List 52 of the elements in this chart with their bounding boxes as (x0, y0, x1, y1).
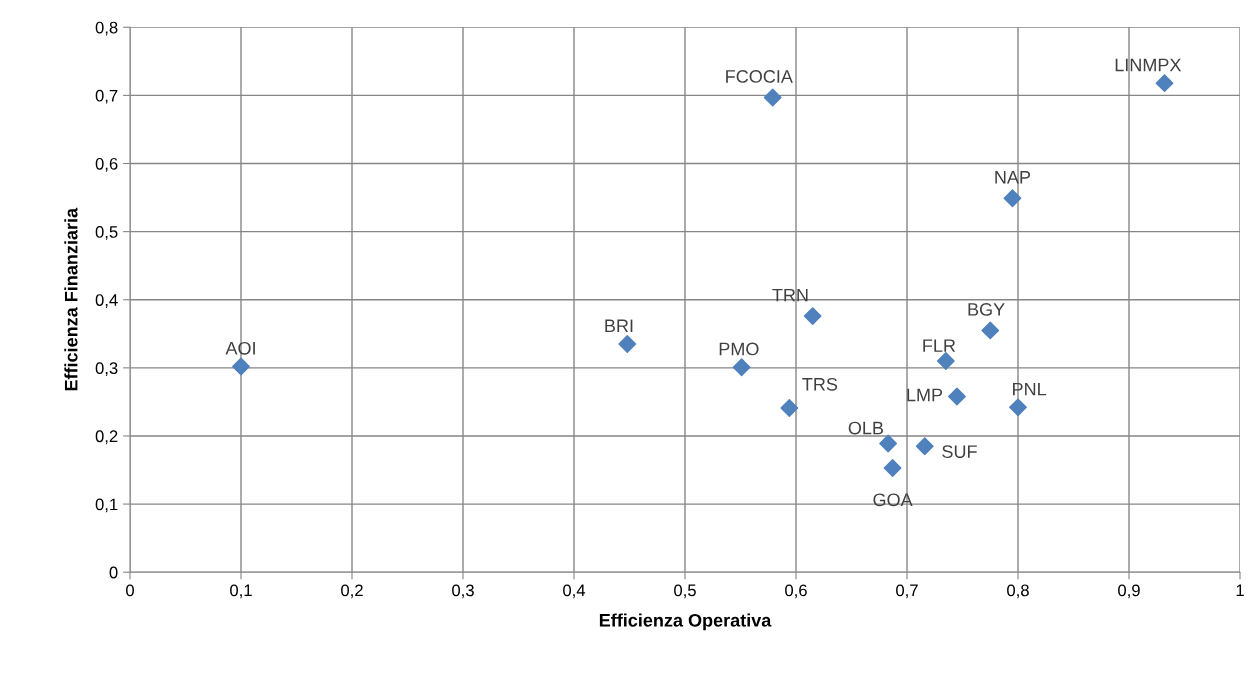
x-tick-label: 0,6 (785, 584, 807, 599)
x-tick-label: 0,8 (1007, 584, 1029, 599)
y-tick-label: 0,8 (95, 21, 118, 36)
point (732, 358, 751, 377)
x-tick-label: 0,1 (230, 584, 252, 599)
x-tick-label: 0,4 (563, 584, 586, 599)
annotation: PNL (1013, 382, 1047, 396)
point (981, 321, 1000, 340)
annotation: BRI (605, 319, 633, 333)
point (879, 434, 898, 453)
point (618, 335, 637, 353)
x-tick-label: 0,9 (1118, 584, 1140, 599)
annotation: LINMPX (1115, 58, 1182, 72)
x-tick-label: 0,3 (452, 584, 474, 599)
point (803, 307, 822, 325)
y-tick-label: 0,2 (95, 430, 118, 445)
point (915, 437, 934, 456)
x-tick-label: 0,7 (896, 584, 918, 599)
y-tick-label: 0,6 (95, 157, 118, 172)
x-axis-title: Efficienza Operativa (599, 613, 772, 631)
x-tick-label: 0,2 (341, 584, 363, 599)
annotation: TRS (802, 377, 838, 391)
annotation: FCOCIA (726, 70, 793, 83)
point (780, 399, 799, 417)
point (1009, 398, 1027, 417)
annotation: SUF (942, 445, 977, 458)
point (948, 387, 966, 406)
annotation: TRN (772, 288, 808, 302)
y-axis-title: Efficienza Finanziaria (64, 207, 78, 391)
y-tick-label: 0,3 (95, 362, 118, 377)
point (883, 459, 902, 477)
x-tick-label: 0,5 (674, 584, 696, 599)
y-tick-label: 0,7 (95, 89, 118, 104)
y-tick-label: 0,5 (95, 226, 118, 240)
annotation: PMO (719, 342, 759, 356)
point (232, 357, 250, 376)
annotation: BGY (968, 303, 1005, 316)
annotation: NAP (995, 171, 1031, 184)
point (1155, 74, 1174, 93)
x-tick-label: 0 (126, 584, 134, 597)
annotation: AOI (225, 341, 255, 355)
y-tick-label: 0 (109, 566, 118, 579)
annotation: FLR (923, 339, 956, 352)
annotation: OLB (848, 421, 884, 435)
annotation: LMP (907, 388, 943, 402)
x-tick-label: 1 (1236, 584, 1244, 597)
y-tick-label: 0,1 (95, 498, 118, 513)
annotation: GOA (873, 493, 913, 507)
point (936, 352, 955, 370)
y-tick-label: 0,4 (95, 294, 118, 308)
point (763, 88, 782, 107)
point (1003, 189, 1022, 208)
